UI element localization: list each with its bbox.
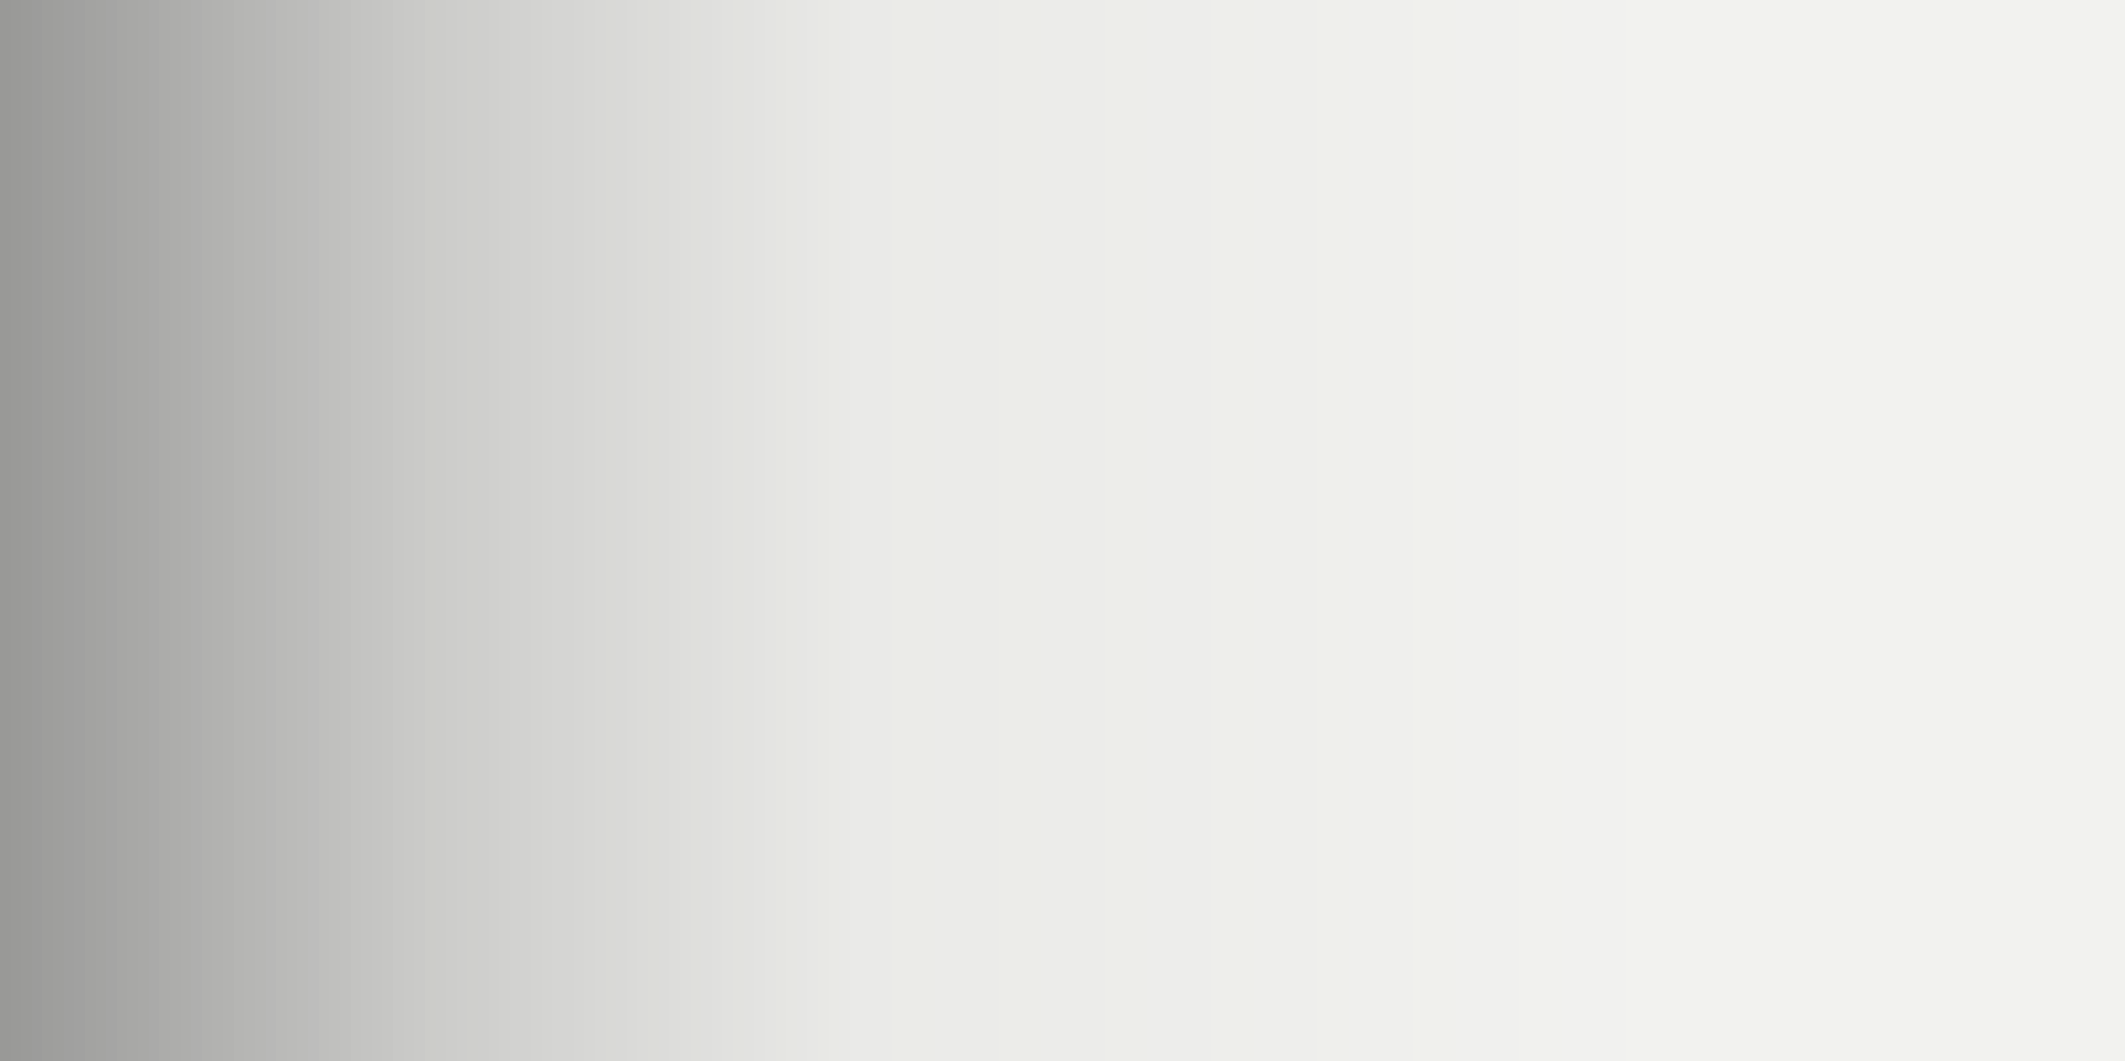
Text: is neglected. Calculate output voltage ($\mathregular{V_o}$), root means square : is neglected. Calculate output voltage (…: [191, 479, 1332, 511]
Text: The peak to peak voltage across the secondary winding for full wave center tap: The peak to peak voltage across the seco…: [191, 271, 1368, 298]
Text: [6 marks]: [6 marks]: [1900, 37, 2029, 63]
Text: rectifier circuit is 210V. The load resistor, RL is 4.7KΩ and the diode resistan: rectifier circuit is 210V. The load resi…: [191, 375, 1362, 402]
Text: (c): (c): [81, 271, 119, 298]
Text: [6 markah]: [6 markah]: [1881, 138, 2029, 163]
Text: tap tengah gelombang penuh adalah 210V. Nilai rintangan beban RL adalah: tap tengah gelombang penuh adalah 210V. …: [132, 806, 1256, 834]
Text: average voltage ($\mathregular{V_{avg}}$) and average current ($\mathregular{I_{: average voltage ($\mathregular{V_{avg}}$…: [191, 588, 1164, 623]
Text: punca kuasa (Vrms), voltan purata ($\mathregular{V_{ovg}}$) dan arus purata ($\m: punca kuasa (Vrms), voltan purata ($\mat…: [132, 1014, 1335, 1049]
Text: Bekalan voltan puncak ke puncak merentasi gelung sekunder bagi litar penerus: Bekalan voltan puncak ke puncak merentas…: [132, 702, 1318, 730]
Text: 4.7KΩ dan rintangan diod diabaikan. Kira voltan keluaran (Vo), voltan min: 4.7KΩ dan rintangan diod diabaikan. Kira…: [132, 910, 1232, 939]
